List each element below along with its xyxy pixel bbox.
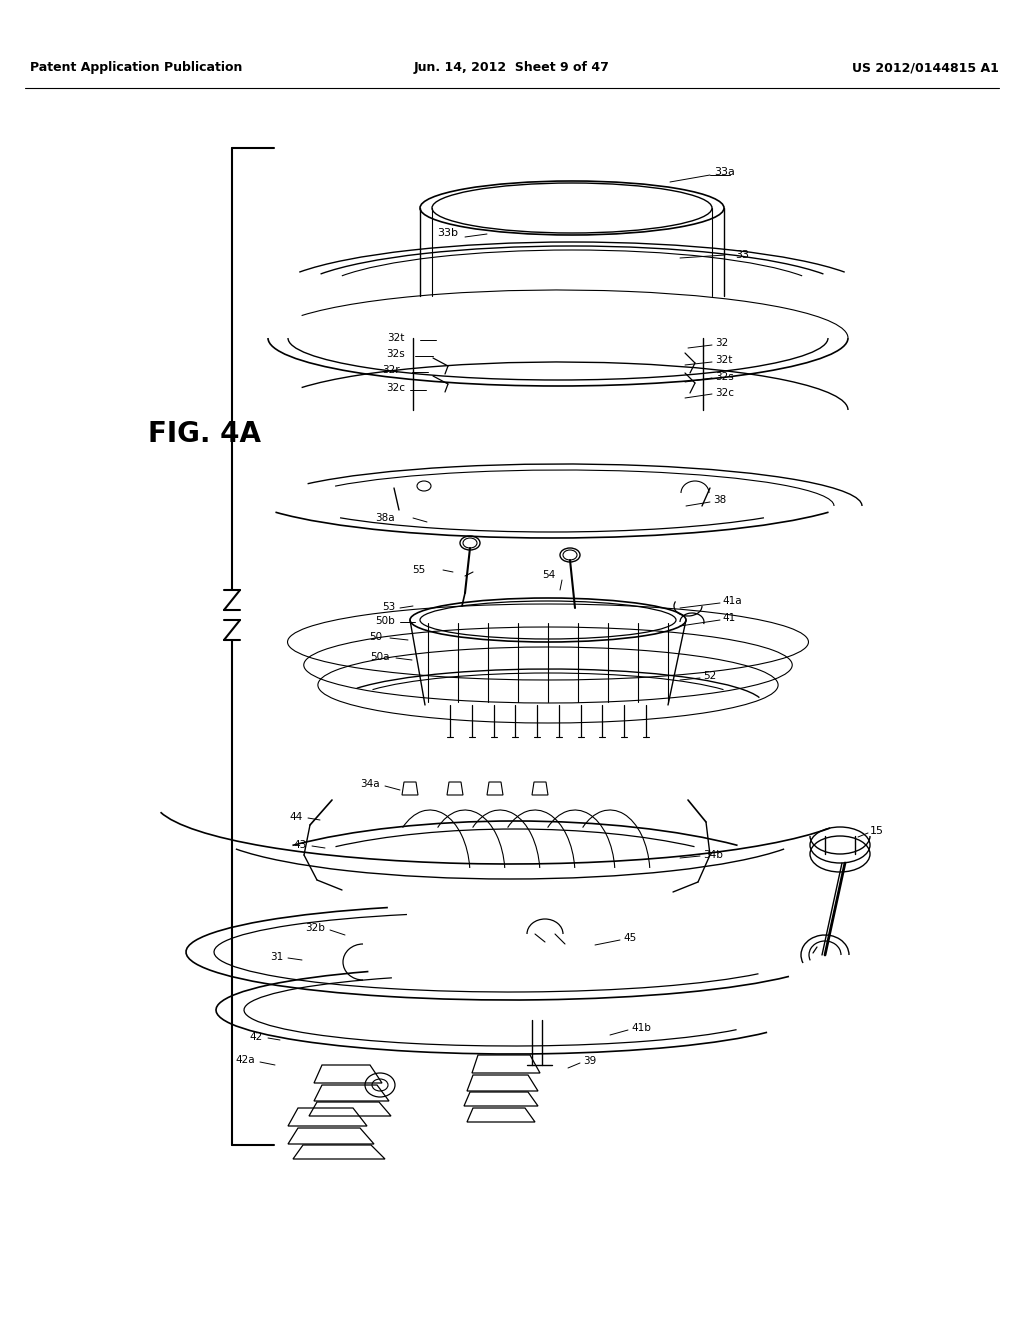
Text: 32c: 32c — [715, 388, 734, 399]
Text: 54: 54 — [542, 570, 555, 579]
Text: 15: 15 — [870, 826, 884, 836]
Text: 34b: 34b — [703, 850, 723, 861]
Text: 50a: 50a — [371, 652, 390, 663]
Text: 31: 31 — [269, 952, 283, 962]
Text: 33a: 33a — [714, 168, 735, 177]
Text: 32r: 32r — [382, 366, 400, 375]
Text: 53: 53 — [382, 602, 395, 612]
Text: 32b: 32b — [305, 923, 325, 933]
Text: 50: 50 — [369, 632, 382, 642]
Text: Jun. 14, 2012  Sheet 9 of 47: Jun. 14, 2012 Sheet 9 of 47 — [414, 62, 610, 74]
Text: 52: 52 — [703, 671, 716, 681]
Text: 38: 38 — [713, 495, 726, 506]
Text: Patent Application Publication: Patent Application Publication — [30, 62, 243, 74]
Text: 33b: 33b — [437, 228, 458, 238]
Text: FIG. 4A: FIG. 4A — [148, 420, 261, 447]
Text: 38a: 38a — [376, 513, 395, 523]
Text: US 2012/0144815 A1: US 2012/0144815 A1 — [852, 62, 999, 74]
Text: 45: 45 — [623, 933, 636, 942]
Text: 32t: 32t — [715, 355, 732, 366]
Text: 41b: 41b — [631, 1023, 651, 1034]
Text: 44: 44 — [290, 812, 303, 822]
Text: 32: 32 — [715, 338, 728, 348]
Text: 55: 55 — [412, 565, 425, 576]
Text: 33: 33 — [735, 249, 749, 260]
Text: 34a: 34a — [360, 779, 380, 789]
Text: 32s: 32s — [386, 348, 406, 359]
Text: 41a: 41a — [722, 597, 741, 606]
Text: 32s: 32s — [715, 372, 734, 381]
Text: 41: 41 — [722, 612, 735, 623]
Text: 39: 39 — [583, 1056, 596, 1067]
Text: 42a: 42a — [236, 1055, 255, 1065]
Text: 43: 43 — [294, 840, 307, 850]
Text: 32t: 32t — [388, 333, 406, 343]
Text: 42: 42 — [250, 1032, 263, 1041]
Text: 50b: 50b — [375, 616, 395, 626]
Text: 32c: 32c — [386, 383, 406, 393]
